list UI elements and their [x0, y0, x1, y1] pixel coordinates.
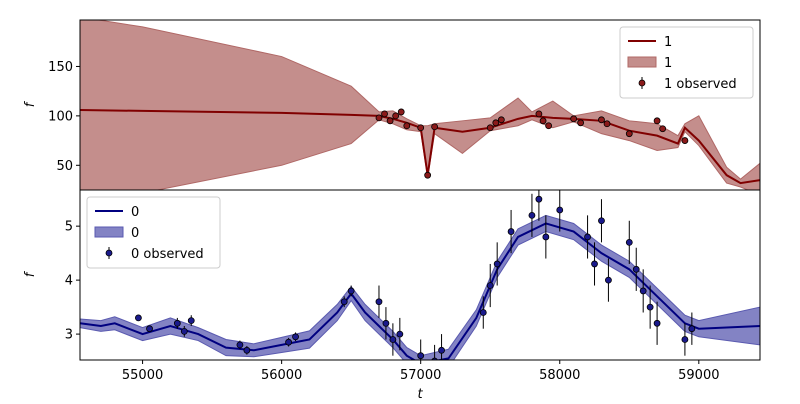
observed-point	[285, 338, 292, 346]
observed-point	[146, 325, 153, 333]
observed-point	[396, 330, 404, 338]
observed-point	[187, 317, 195, 325]
observed-point	[236, 341, 244, 349]
legend-swatch	[638, 79, 646, 87]
observed-point	[486, 282, 494, 289]
legend-label: 1 observed	[664, 77, 737, 92]
observed-point	[493, 260, 501, 268]
legend-label: 1	[664, 56, 672, 71]
y-tick-label: 3	[65, 328, 73, 343]
observed-point	[417, 352, 425, 360]
observed-point	[598, 116, 605, 124]
plot-area	[80, 20, 760, 190]
legend-box	[86, 196, 221, 269]
y-tick-label: 4	[65, 274, 73, 289]
observed-point	[479, 309, 487, 316]
observed-point	[292, 333, 299, 341]
y-tick-label: 100	[48, 109, 73, 124]
y-axis-label: f	[23, 270, 38, 277]
observed-point	[403, 122, 411, 130]
observed-point	[340, 298, 348, 306]
observed-point	[492, 119, 500, 127]
panel: 3 4 5 55000 56000 57000 58000 59000 f t 0 0 0 observ…	[23, 189, 761, 402]
observed-point	[392, 112, 400, 120]
observed-point	[180, 327, 188, 335]
observed-point	[486, 124, 494, 132]
observed-point	[625, 130, 633, 138]
observed-point	[381, 110, 388, 118]
observed-point	[375, 298, 383, 306]
x-tick-label: 58000	[539, 368, 580, 383]
observed-point	[539, 117, 547, 125]
legend: 0 0 0 observed	[86, 196, 221, 269]
x-tick-label: 57000	[400, 368, 441, 383]
observed-point	[431, 123, 439, 131]
observed-point	[632, 265, 640, 273]
band	[80, 214, 760, 360]
observed-point	[570, 115, 578, 123]
observed-point	[528, 211, 536, 219]
legend-swatch	[94, 226, 124, 238]
observed-point	[535, 110, 543, 118]
observed-point	[347, 287, 355, 295]
x-axis-label: t	[417, 387, 423, 400]
legend-label: 0	[131, 205, 139, 220]
observed-point	[681, 137, 689, 144]
observed-point	[681, 336, 689, 343]
axes-frame	[79, 189, 761, 361]
observed-point	[397, 108, 405, 116]
x-tick-label: 55000	[122, 368, 163, 383]
observed-point	[605, 276, 612, 284]
legend: 1 1 1 observed	[619, 26, 754, 99]
observed-point	[653, 319, 661, 327]
legend-swatch	[627, 56, 657, 68]
observed-point	[556, 206, 564, 214]
observed-point	[389, 336, 397, 343]
panel: 50 100 150 f 1 1 1 observed	[23, 19, 761, 191]
observed-point	[591, 260, 598, 268]
y-tick-label: 50	[56, 159, 73, 174]
observed-point	[688, 325, 696, 333]
observed-point	[646, 303, 654, 311]
x-tick-label: 56000	[261, 368, 302, 383]
observed-point	[535, 195, 543, 203]
observed-point	[375, 114, 383, 122]
observed-point	[584, 233, 591, 241]
observed-point	[577, 119, 585, 127]
observed-point	[386, 117, 394, 125]
observed-point	[424, 171, 432, 179]
legend-label: 0	[131, 226, 139, 241]
observed-point	[417, 124, 425, 132]
observed-point	[639, 287, 647, 295]
legend-label: 0 observed	[131, 247, 204, 262]
observed-point	[542, 233, 550, 241]
observed-point	[135, 314, 142, 322]
plot-area	[80, 190, 760, 360]
observed-point	[507, 228, 515, 235]
observed-point	[625, 238, 633, 246]
x-tick-label: 59000	[678, 368, 719, 383]
observed-point	[438, 346, 445, 354]
observed-point	[497, 116, 505, 124]
legend-label: 1	[664, 35, 672, 50]
observed-point	[659, 125, 667, 133]
observed-point	[598, 217, 605, 225]
legend-swatch	[105, 249, 113, 257]
observed-point	[431, 357, 438, 360]
y-tick-label: 5	[65, 220, 73, 235]
y-axis-label: f	[23, 100, 38, 107]
observed-point	[653, 117, 661, 125]
y-tick-label: 150	[48, 60, 73, 75]
legend-box	[619, 26, 754, 99]
observed-point	[243, 346, 251, 354]
observed-point	[545, 122, 553, 130]
observed-point	[382, 319, 390, 327]
observed-point	[173, 319, 181, 327]
observed-point	[603, 120, 611, 128]
